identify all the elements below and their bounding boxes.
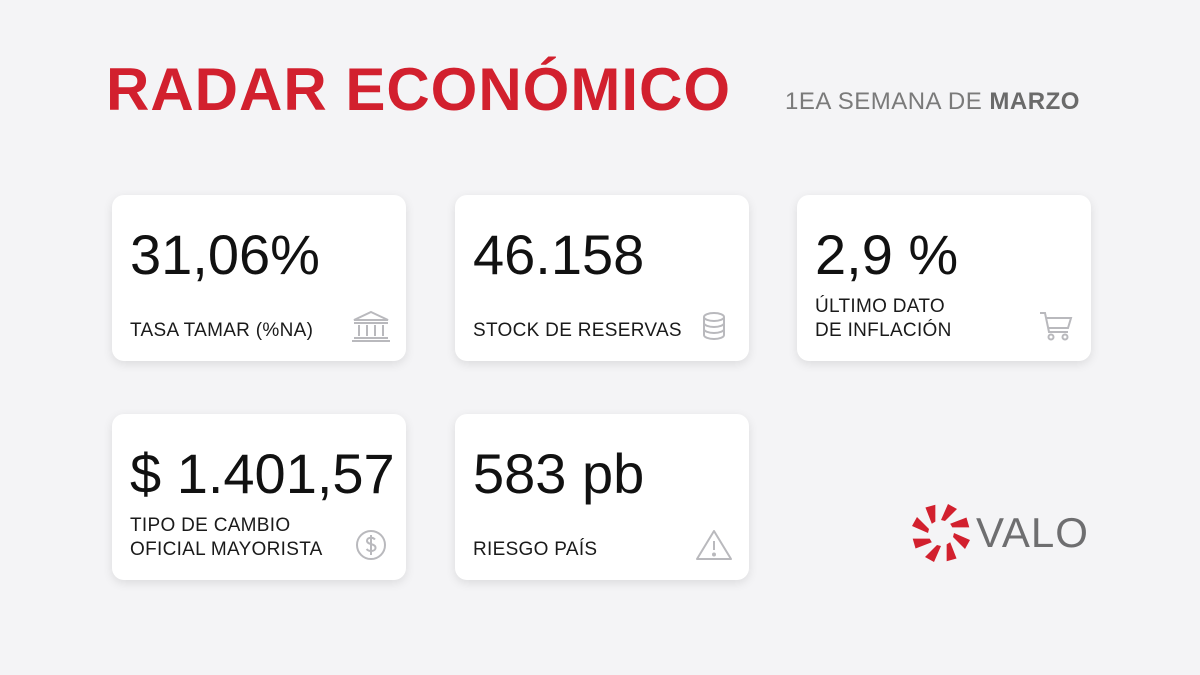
stock-reservas-value: 46.158 bbox=[473, 223, 645, 286]
warning-icon bbox=[695, 528, 733, 562]
logo-blade bbox=[946, 542, 957, 562]
card-riesgo-pais: 583 pb RIESGO PAÍS bbox=[455, 414, 749, 580]
tasa-tamar-value: 31,06% bbox=[130, 223, 320, 286]
bank-icon bbox=[352, 309, 390, 343]
inflacion-label: ÚLTIMO DATO DE INFLACIÓN bbox=[815, 295, 952, 343]
tipo-cambio-label: TIPO DE CAMBIO OFICIAL MAYORISTA bbox=[130, 514, 323, 562]
riesgo-pais-label-line1: RIESGO PAÍS bbox=[473, 539, 598, 560]
shopping-cart-icon bbox=[1037, 309, 1075, 343]
week-prefix: 1EA SEMANA DE bbox=[785, 88, 990, 115]
week-subtitle: 1EA SEMANA DE MARZO bbox=[785, 88, 1080, 116]
inflacion-label-line1: ÚLTIMO DATO bbox=[815, 296, 945, 317]
brand-name: VALO bbox=[976, 509, 1089, 556]
riesgo-pais-value: 583 pb bbox=[473, 442, 645, 505]
inflacion-value: 2,9 % bbox=[815, 223, 959, 286]
coins-stack-icon bbox=[695, 309, 733, 343]
tipo-cambio-label-line2: OFICIAL MAYORISTA bbox=[130, 539, 323, 560]
riesgo-pais-label: RIESGO PAÍS bbox=[473, 538, 597, 562]
logo-blade bbox=[941, 504, 957, 521]
logo-blade bbox=[912, 517, 929, 533]
logo-blade bbox=[950, 517, 970, 528]
logo-blade bbox=[953, 533, 970, 549]
logo-blade bbox=[912, 538, 932, 549]
stock-reservas-label-line1: STOCK DE RESERVAS bbox=[473, 320, 682, 341]
tasa-tamar-label-line1: TASA TAMAR (%NA) bbox=[130, 320, 314, 341]
card-tipo-cambio: $ 1.401,57 TIPO DE CAMBIO OFICIAL MAYORI… bbox=[112, 414, 406, 580]
logo-blade bbox=[925, 545, 941, 562]
week-month: MARZO bbox=[989, 88, 1080, 115]
tasa-tamar-label: TASA TAMAR (%NA) bbox=[130, 319, 313, 343]
card-stock-reservas: 46.158 STOCK DE RESERVAS bbox=[455, 195, 749, 361]
valo-logo: VALO bbox=[910, 502, 1100, 564]
tipo-cambio-label-line1: TIPO DE CAMBIO bbox=[130, 515, 291, 536]
card-tasa-tamar: 31,06% TASA TAMAR (%NA) bbox=[112, 195, 406, 361]
stock-reservas-label: STOCK DE RESERVAS bbox=[473, 319, 682, 343]
card-inflacion: 2,9 % ÚLTIMO DATO DE INFLACIÓN bbox=[797, 195, 1091, 361]
valo-spiral-logo-icon bbox=[910, 502, 972, 564]
dollar-coin-icon bbox=[352, 528, 390, 562]
tipo-cambio-value: $ 1.401,57 bbox=[130, 442, 395, 505]
logo-blade bbox=[925, 504, 936, 524]
page-title: RADAR ECONÓMICO bbox=[106, 56, 731, 123]
inflacion-label-line2: DE INFLACIÓN bbox=[815, 320, 952, 341]
